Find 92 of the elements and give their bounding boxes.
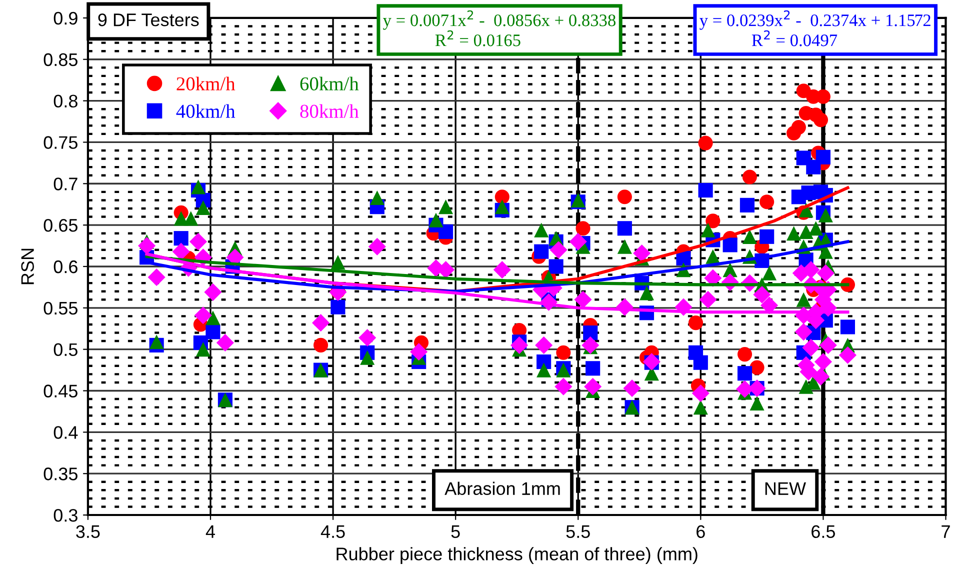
point <box>438 224 454 239</box>
y-tick-label: 0.75 <box>44 136 78 149</box>
point <box>184 211 198 226</box>
point <box>786 226 802 241</box>
point <box>206 324 220 340</box>
y-tick-label: 0.65 <box>44 218 78 232</box>
x-tick-label: 4.5 <box>320 525 345 538</box>
point <box>738 366 752 381</box>
point <box>786 126 802 140</box>
point <box>750 396 764 410</box>
point <box>370 190 384 206</box>
point <box>750 360 764 375</box>
point <box>556 345 571 360</box>
point <box>700 222 716 238</box>
point <box>360 350 375 365</box>
ref-line-label: Abrasion 1mm <box>444 482 560 496</box>
point <box>722 238 738 252</box>
y-tick-label: 0.55 <box>44 302 78 315</box>
legend-label: 40km/h <box>176 104 236 118</box>
point <box>494 190 510 204</box>
point <box>534 244 549 259</box>
y-tick-label: 0.85 <box>44 53 78 66</box>
point <box>174 231 188 246</box>
point <box>149 334 164 350</box>
point <box>706 214 720 228</box>
y-tick-label: 0.3 <box>54 508 78 522</box>
point <box>536 362 552 378</box>
point <box>813 112 828 128</box>
y-tick-label: 0.8 <box>54 94 78 108</box>
annotation: y = 0.0071x$^{2}$ - 0.0856x + 0.8338 <box>382 10 616 30</box>
point <box>762 266 777 280</box>
point <box>534 222 549 238</box>
y-tick-label: 0.4 <box>54 426 78 439</box>
legend-label: 20km/h <box>176 76 236 90</box>
x-tick-label: 5.5 <box>566 525 590 538</box>
y-tick-label: 0.35 <box>44 468 78 480</box>
y-tick-label: 0.45 <box>44 384 78 398</box>
legend-label: 60km/h <box>300 76 359 90</box>
y-tick-label: 0.7 <box>54 178 78 190</box>
point <box>808 221 824 236</box>
y-tick-label: 0.5 <box>54 343 78 356</box>
point <box>840 320 856 334</box>
ref-line-label: NEW <box>765 482 806 495</box>
x-tick-label: 7 <box>942 525 950 538</box>
y-tick-label: 0.6 <box>54 260 78 274</box>
point <box>693 355 708 370</box>
chart-title: 9 DF Testers <box>98 13 199 26</box>
point <box>698 182 713 198</box>
point <box>583 325 598 340</box>
annotation: y = 0.0239x$^{2}$ - 0.2374x + 1.1572 <box>700 10 930 30</box>
annotation: R$^{2}$ = 0.0497 <box>752 30 838 46</box>
point <box>190 180 206 194</box>
point <box>314 338 328 352</box>
x-tick-label: 5 <box>451 525 460 538</box>
point <box>586 361 600 376</box>
x-tick-label: 4 <box>206 525 215 538</box>
x-tick-label: 3.5 <box>76 525 100 538</box>
annotation: R$^{2}$ = 0.0165 <box>435 30 520 46</box>
x-tick-label: 6 <box>696 525 705 538</box>
point <box>698 136 713 150</box>
point <box>688 316 704 330</box>
point <box>330 255 346 270</box>
point <box>693 400 708 415</box>
point <box>760 229 774 244</box>
point <box>196 342 210 357</box>
point <box>760 194 774 210</box>
point <box>617 190 632 204</box>
x-tick-label: 6.5 <box>812 525 836 538</box>
point <box>742 170 757 184</box>
point <box>676 250 691 266</box>
point <box>738 347 752 362</box>
point <box>196 200 210 215</box>
point <box>617 239 632 254</box>
point <box>428 212 444 228</box>
point <box>617 221 632 236</box>
point <box>330 300 346 314</box>
y-axis-title: RSN <box>21 248 34 284</box>
y-tick-label: 0.9 <box>54 12 78 25</box>
point <box>206 310 220 326</box>
point <box>742 229 757 244</box>
legend-label: 80km/h <box>300 104 359 118</box>
point <box>740 198 755 212</box>
point <box>639 286 654 300</box>
point <box>796 292 811 307</box>
x-axis-title: Rubber piece thickness (mean of three) (mm) <box>336 547 698 564</box>
point <box>536 354 552 370</box>
point <box>438 200 454 214</box>
point <box>494 200 510 214</box>
point <box>576 221 590 236</box>
point <box>816 150 830 164</box>
point <box>548 259 564 274</box>
point <box>798 224 814 239</box>
